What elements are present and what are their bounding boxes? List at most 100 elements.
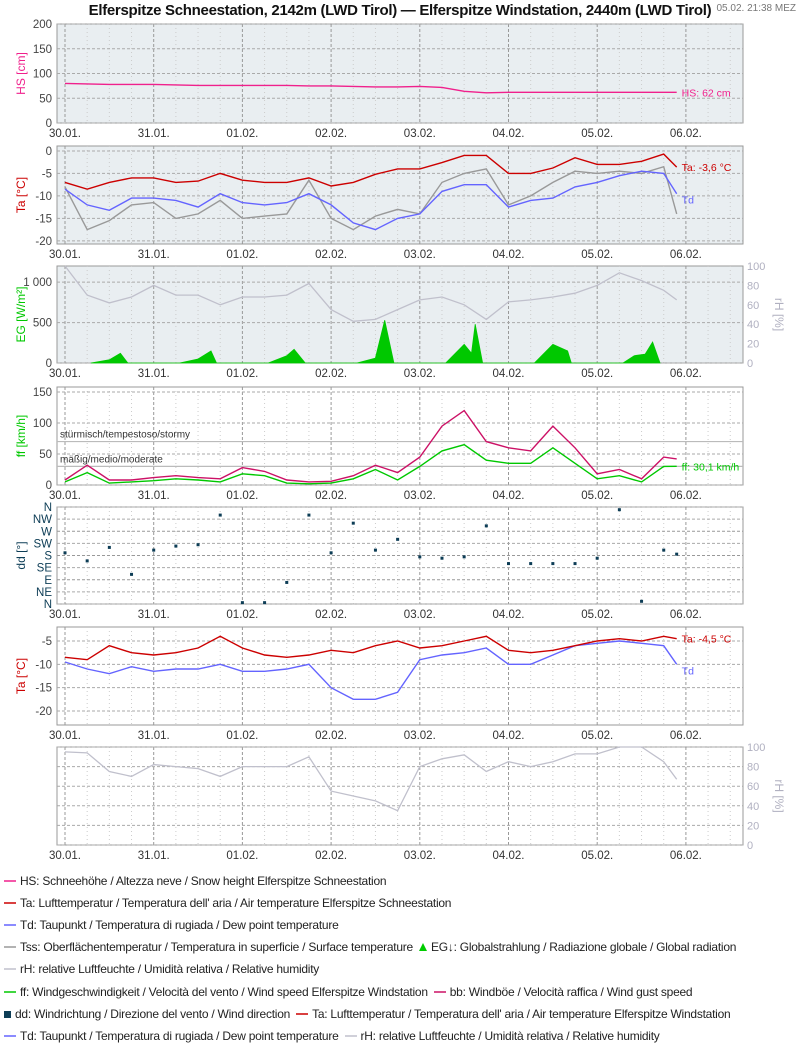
y-axis-title: dd [°] <box>14 541 28 569</box>
legend-label: HS: Schneehöhe / Altezza neve / Snow hei… <box>20 874 387 888</box>
y-tick-label: 150 <box>33 44 52 56</box>
legend-entry-Ta[interactable]: Ta: Lufttemperatur / Temperatura dell' a… <box>296 1007 731 1021</box>
legend-entry-Td[interactable]: Td: Taupunkt / Temperatura di rugiada / … <box>4 918 339 932</box>
y-axis-title-right: rH [%] <box>772 298 786 331</box>
line-marker-icon <box>4 902 16 904</box>
y-tick-label: 1 000 <box>23 277 52 289</box>
x-tick-label: 01.02. <box>226 730 258 742</box>
y-tick-label: 50 <box>39 449 52 461</box>
y-tick-label: N <box>44 599 52 611</box>
x-tick-label: 06.02. <box>670 490 702 502</box>
x-tick-label: 03.02. <box>404 850 436 862</box>
y-tick-label-right: 40 <box>747 319 759 331</box>
x-tick-label: 03.02. <box>404 730 436 742</box>
x-tick-label: 05.02. <box>581 609 613 621</box>
legend-row: Tss: Oberflächentemperatur / Temperatura… <box>4 940 742 954</box>
legend-entry-Td[interactable]: Td: Taupunkt / Temperatura di rugiada / … <box>4 1029 339 1043</box>
legend-row: Td: Taupunkt / Temperatura di rugiada / … <box>4 1029 666 1043</box>
plot-area <box>56 626 744 726</box>
y-tick-label-right: 100 <box>747 742 765 754</box>
dd-point <box>329 551 333 555</box>
y-axis-title: Ta [°C] <box>14 658 28 694</box>
x-tick-label: 31.01. <box>138 850 170 862</box>
x-tick-label: 04.02. <box>493 609 525 621</box>
dd-point <box>307 513 311 517</box>
y-tick-label-right: 40 <box>747 801 759 813</box>
line-marker-icon <box>4 946 16 948</box>
legend-entry-Ta[interactable]: Ta: Lufttemperatur / Temperatura dell' a… <box>4 896 451 910</box>
y-tick-label: 100 <box>33 418 52 430</box>
x-tick-label: 06.02. <box>670 850 702 862</box>
y-tick-label: 0 <box>46 118 52 130</box>
dd-point <box>351 521 355 525</box>
legend-label: bb: Windböe / Velocità raffica / Wind gu… <box>449 985 693 999</box>
end-value-label: Ta: -4,5 °C <box>682 634 732 646</box>
y-tick-label: 0 <box>46 146 52 158</box>
dd-point <box>418 555 422 559</box>
y-axis-title: Ta [°C] <box>14 177 28 213</box>
x-tick-label: 03.02. <box>404 128 436 140</box>
x-tick-label: 04.02. <box>493 128 525 140</box>
end-value-label: Td <box>682 195 694 207</box>
legend-entry-ff[interactable]: ff: Windgeschwindigkeit / Velocità del v… <box>4 985 428 999</box>
y-tick-label: NW <box>33 514 52 526</box>
y-tick-label-right: 60 <box>747 300 759 312</box>
legend-entry-HS[interactable]: HS: Schneehöhe / Altezza neve / Snow hei… <box>4 874 387 888</box>
legend-label: Td: Taupunkt / Temperatura di rugiada / … <box>20 918 339 932</box>
x-tick-label: 05.02. <box>581 368 613 380</box>
x-tick-label: 31.01. <box>138 128 170 140</box>
x-tick-label: 02.02. <box>315 128 347 140</box>
y-tick-label-right: 20 <box>747 339 759 351</box>
x-tick-label: 30.01. <box>49 128 81 140</box>
x-tick-label: 01.02. <box>226 850 258 862</box>
x-tick-label: 05.02. <box>581 850 613 862</box>
legend-entry-bb[interactable]: bb: Windböe / Velocità raffica / Wind gu… <box>433 985 693 999</box>
line-marker-icon <box>4 1035 16 1037</box>
plot-area <box>56 386 744 486</box>
dd-point <box>573 562 577 566</box>
legend-entry-rH[interactable]: rH: relative Luftfeuchte / Umidità relat… <box>4 962 319 976</box>
dd-point <box>85 559 89 563</box>
x-tick-label: 30.01. <box>49 249 81 261</box>
dd-point <box>196 543 200 547</box>
legend-entry-dd[interactable]: dd: Windrichtung / Direzione del vento /… <box>4 1007 290 1021</box>
x-tick-label: 31.01. <box>138 368 170 380</box>
x-tick-label: 02.02. <box>315 850 347 862</box>
x-tick-label: 06.02. <box>670 128 702 140</box>
x-tick-label: 01.02. <box>226 490 258 502</box>
dd-point <box>174 544 178 548</box>
y-tick-label: 0 <box>46 358 52 370</box>
x-tick-label: 04.02. <box>493 249 525 261</box>
y-axis-title-right: rH [%] <box>772 779 786 812</box>
y-tick-label: SE <box>37 563 53 575</box>
y-tick-label: 0 <box>46 480 52 492</box>
dd-point <box>152 548 156 552</box>
threshold-label: stürmisch/tempestoso/stormy <box>60 430 190 441</box>
series-line-rH <box>64 265 678 322</box>
legend-entry-EG[interactable]: EG↓: Globalstrahlung / Radiazione global… <box>418 940 736 954</box>
legend-label: rH: relative Luftfeuchte / Umidità relat… <box>20 962 320 976</box>
x-tick-label: 30.01. <box>49 368 81 380</box>
y-axis-title: EG [W/m²] <box>14 287 28 343</box>
y-tick-label-right: 80 <box>747 280 759 292</box>
series-line-HS <box>64 82 677 94</box>
y-tick-label: 200 <box>33 19 52 31</box>
legend-row: ff: Windgeschwindigkeit / Velocità del v… <box>4 985 698 999</box>
dd-point <box>551 562 555 566</box>
y-tick-label: -5 <box>42 168 52 180</box>
chart-title: Elferspitze Schneestation, 2142m (LWD Ti… <box>88 2 712 19</box>
timestamp: 05.02. 21:38 MEZ <box>716 3 797 14</box>
y-tick-label: E <box>44 575 52 587</box>
legend-entry-Tss[interactable]: Tss: Oberflächentemperatur / Temperatura… <box>4 940 413 954</box>
x-tick-label: 06.02. <box>670 368 702 380</box>
y-axis-title: ff [km/h] <box>14 415 28 457</box>
x-tick-label: 30.01. <box>49 490 81 502</box>
legend-row: Td: Taupunkt / Temperatura di rugiada / … <box>4 918 345 932</box>
legend-label: Ta: Lufttemperatur / Temperatura dell' a… <box>20 896 452 910</box>
y-axis-title: HS [cm] <box>14 52 28 95</box>
dd-point <box>617 508 621 512</box>
legend-entry-rH[interactable]: rH: relative Luftfeuchte / Umidità relat… <box>344 1029 660 1043</box>
legend-row: HS: Schneehöhe / Altezza neve / Snow hei… <box>4 874 392 888</box>
plot-area <box>56 145 744 245</box>
